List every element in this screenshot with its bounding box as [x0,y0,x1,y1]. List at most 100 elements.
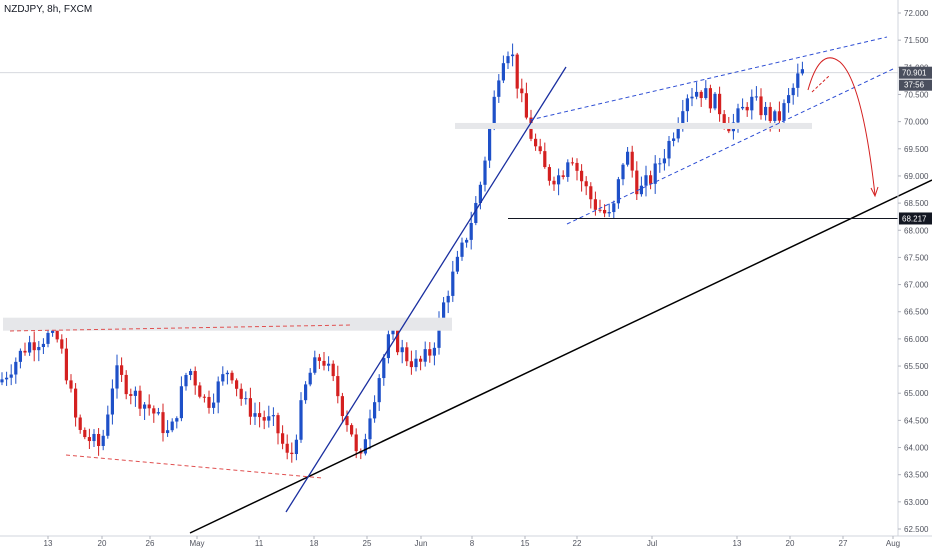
candle-body [248,398,252,417]
candle-body [64,348,68,381]
level-price-label: 68.217 [902,214,927,223]
drawings [3,36,932,534]
candle-body [41,343,45,348]
candle-body [699,91,703,99]
candle-body [515,54,519,89]
y-tick-label: 70.500 [904,90,929,99]
support-trendline [189,179,932,534]
candle-body [713,93,717,109]
candle-body [92,433,96,442]
candle-body [258,413,262,418]
last-price-label: 70.901 [902,69,927,78]
candle-body [750,96,754,111]
candle-body [538,146,542,152]
candle-body [9,374,13,378]
candle-body [110,388,114,415]
candle-body [432,347,436,356]
candle-body [350,425,354,435]
x-tick-label: Jul [647,539,657,548]
projection-dashed [811,74,831,93]
candle-body [469,222,473,240]
x-tick-label: 20 [786,539,795,548]
y-tick-label: 67.000 [904,281,929,290]
x-axis: 13 20 26 May 11 18 25 Jun 8 15 22 Jul 13 20 27 Aug [0,535,932,548]
candle-body [391,328,395,335]
candle-body [635,170,639,195]
resistance-zone [3,317,452,331]
x-tick-label: Aug [886,539,900,548]
candle-body [46,332,50,344]
y-tick-label: 70.000 [904,118,929,127]
candle-body [14,361,18,375]
candle-body [37,347,41,351]
candle-body [327,363,331,366]
candle-body [621,164,625,180]
candle-body [718,93,722,115]
candle-body [612,203,616,213]
candle-body [557,175,561,185]
candle-body [796,73,800,88]
candle-body [662,158,666,164]
candles [0,43,804,463]
candle-body [584,181,588,187]
y-tick-label: 69.500 [904,145,929,154]
candle-body [787,95,791,104]
candle-body [455,256,459,272]
candle-body [442,302,446,318]
candle-body [60,339,64,349]
candle-body [570,162,574,164]
candle-body [649,175,653,184]
candle-body [179,386,183,419]
candle-body [308,372,312,385]
candle-body [345,416,349,426]
candle-body [782,103,786,121]
candle-body [759,96,763,116]
candle-body [589,186,593,200]
candle-body [681,111,685,124]
candle-body [768,106,772,121]
candle-body [382,358,386,379]
candle-body [667,140,671,159]
candle-body [658,163,662,165]
candle-body [414,358,418,368]
candle-body [317,357,321,361]
candle-body [262,417,266,421]
steep-trendline [285,66,567,513]
candle-body [580,170,584,182]
candle-body [32,342,36,351]
x-tick-label: 25 [363,539,372,548]
candle-body [115,365,119,389]
candle-body [409,361,413,368]
candle-body [626,151,630,165]
x-tick-label: 27 [839,539,848,548]
candle-body [18,350,22,362]
candle-body [400,347,404,353]
candle-body [474,202,478,223]
candle-body [607,212,611,214]
candle-body [437,317,441,348]
candle-body [543,151,547,168]
candle-body [212,402,216,408]
candle-body [644,175,648,186]
candle-body [55,325,59,340]
candle-body [465,239,469,243]
y-tick-label: 64.500 [904,416,929,425]
candle-body [294,439,298,455]
candle-body [534,138,538,147]
candle-body [451,271,455,296]
candle-body [501,63,505,81]
y-tick-label: 69.000 [904,172,929,181]
candle-body [207,396,211,408]
candle-body [741,106,745,109]
candle-body [138,390,142,409]
candle-body [189,371,193,375]
candle-body [244,398,248,400]
candle-body [373,402,377,419]
candle-body [239,388,243,399]
channel-top-dashed [9,324,351,332]
candle-body [129,394,133,396]
candle-body [299,400,303,440]
candle-body [143,404,147,409]
y-tick-label: 65.500 [904,362,929,371]
